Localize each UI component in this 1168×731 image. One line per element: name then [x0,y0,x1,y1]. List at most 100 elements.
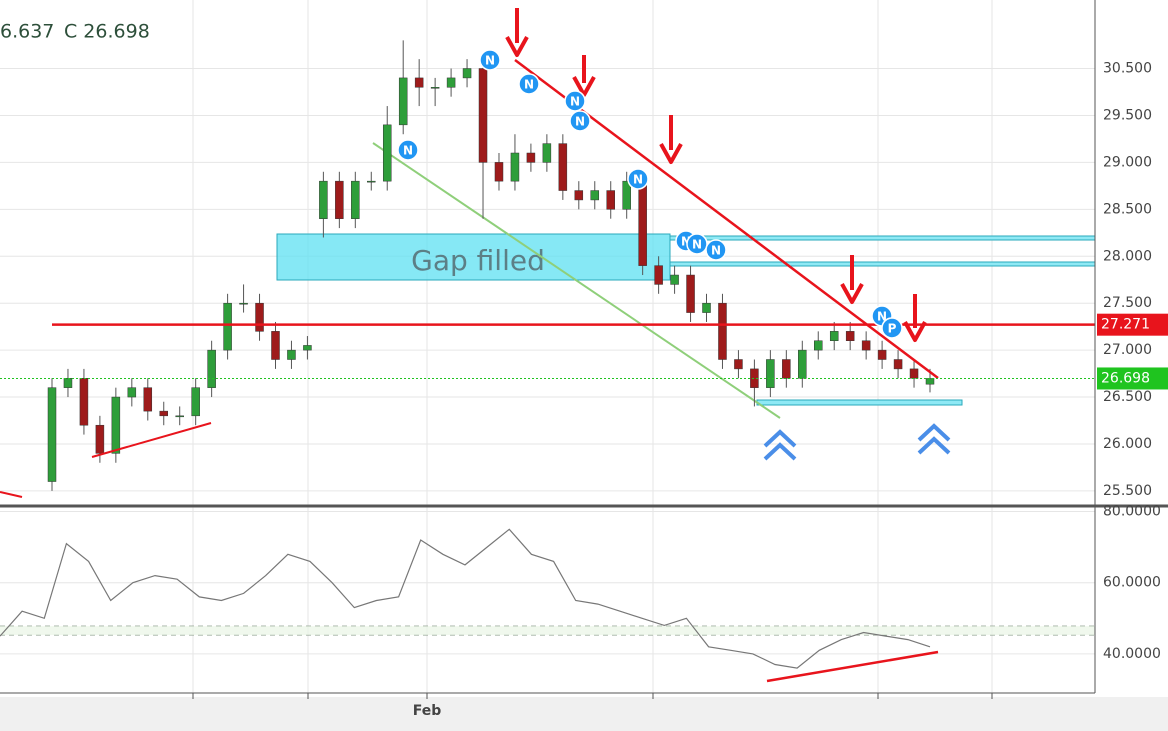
footer-bar [0,697,1168,731]
candle-body [335,180,344,219]
candle-body [478,68,488,163]
candle-body [782,359,791,379]
badge-label: N [524,78,534,92]
candle-body [494,162,504,182]
badge [518,73,540,95]
candle-body [638,180,647,266]
candle-body [382,124,392,182]
candle-body [558,143,568,191]
y-tick-label: 29.500 [1103,107,1152,123]
price-tag [1097,367,1168,390]
candle-body [111,396,121,454]
candle-body [622,180,631,210]
candle-body [95,424,105,454]
y-tick-label: 30.500 [1103,61,1152,77]
candle-body [319,180,328,219]
y-tick-label: 60.0000 [1103,575,1161,591]
chevron [917,423,951,455]
badge-label: N [575,115,585,129]
candle-body [414,77,424,88]
badge-label: N [877,310,887,324]
y-tick-label: 26.000 [1103,436,1152,452]
candle-body [590,190,600,201]
candle-body [351,180,360,219]
candle-body [542,143,552,163]
candle-body [702,302,711,313]
candle-body [398,77,408,126]
legend-close: C 26.698 [64,21,150,43]
y-tick-label: 40.0000 [1103,646,1161,662]
candle-body [829,331,839,341]
badge-label: N [711,244,721,258]
candle-body [462,68,472,79]
rsi-line [0,528,931,669]
trend-line [0,491,23,498]
candle-body [63,378,73,388]
zone [669,235,1096,241]
zone [756,399,963,406]
badge-label: N [692,238,702,252]
gap-zone [276,233,671,281]
arrow [659,115,683,164]
drawings-back: Gap filled [276,142,1096,419]
badge [564,90,586,112]
candle-body [654,265,663,285]
arrow [505,8,529,57]
y-tick-label: 25.500 [1103,483,1152,499]
arrow [840,255,864,304]
x-tick-label: Feb [413,703,442,719]
candle-body [159,410,168,417]
badge [705,239,727,261]
y-tick-label: 29.000 [1103,154,1152,170]
badge-label: N [403,144,413,158]
trend-line [372,142,781,419]
candle-body [271,331,280,360]
candles [47,40,935,491]
candle-body [446,77,456,88]
price-tag-label: 27.271 [1101,317,1150,333]
candle-body [510,152,520,182]
candle-body [766,359,775,388]
y-tick-label: 27.000 [1103,342,1152,358]
badge-label: N [681,235,691,249]
candle-body [191,387,200,417]
badge-label: N [633,173,643,187]
badge-label: N [485,54,495,68]
candle-body [79,378,89,426]
candle-body [861,340,871,351]
candle-body [814,340,823,351]
candle-body [893,359,903,370]
candle-body [303,345,312,351]
candle-body [207,349,216,388]
y-tick-label: 28.500 [1103,201,1152,217]
badge [686,233,708,255]
candle-body [574,190,584,201]
legend-open: 6.637 [0,21,54,43]
badge [627,168,649,190]
candle-body [925,378,935,385]
chevron [763,429,797,461]
rsi-band [0,626,1095,636]
y-tick-label: 80.0000 [1103,504,1161,520]
zone [669,261,1096,267]
candle-body [526,152,536,163]
y-tick-label: 27.500 [1103,295,1152,311]
trend-line [91,422,212,458]
candle-body [239,302,248,305]
arrow [572,55,596,97]
candle-body [670,274,679,285]
badge [397,139,419,161]
candle-body [798,349,807,379]
candle-body [430,87,440,89]
candle-body [47,387,57,482]
price-tag [1097,313,1168,336]
badge-label: P [888,322,897,336]
arrow [903,294,927,342]
candle-body [255,302,264,332]
trend-line [766,650,939,683]
annotation: Gap filled [411,244,545,277]
y-tick-label: 26.500 [1103,389,1152,405]
